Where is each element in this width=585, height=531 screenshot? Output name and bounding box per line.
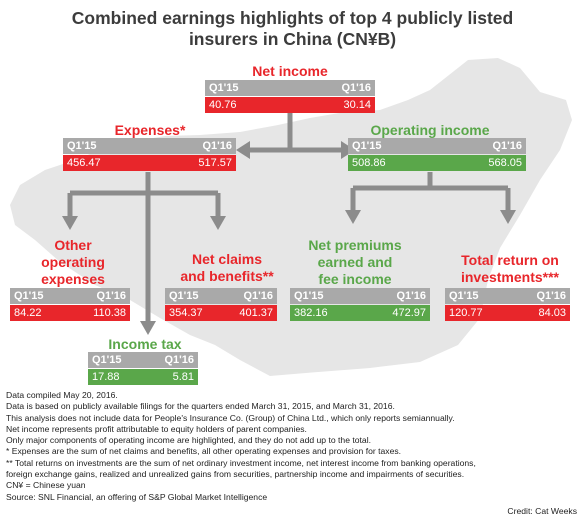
total-return-header: Q1'15 Q1'16 <box>445 288 570 304</box>
expenses-q115: 456.47 <box>67 157 101 169</box>
other-expenses-values: 84.22 110.38 <box>10 305 130 321</box>
operating-income-box: Q1'15 Q1'16 508.86 568.05 <box>348 138 526 171</box>
operating-income-q115: 508.86 <box>352 157 386 169</box>
total-return-line-2: investments*** <box>460 269 560 285</box>
expenses-header: Q1'15 Q1'16 <box>63 138 236 154</box>
operating-income-label: Operating income <box>370 122 490 138</box>
net-income-q116: 30.14 <box>343 99 371 111</box>
col-q115: Q1'15 <box>294 290 324 302</box>
credit-text: Credit: Cat Weeks <box>507 506 577 516</box>
col-q115: Q1'15 <box>209 82 239 94</box>
other-expenses-header: Q1'15 Q1'16 <box>10 288 130 304</box>
other-expenses-line-2: operating <box>41 254 105 270</box>
col-q116: Q1'16 <box>536 290 566 302</box>
col-q115: Q1'15 <box>67 140 97 152</box>
footnotes: Data compiled May 20, 2016. Data is base… <box>6 390 581 503</box>
note-line: Source: SNL Financial, an offering of S&… <box>6 491 268 502</box>
title-line-1: Combined earnings highlights of top 4 pu… <box>71 8 514 28</box>
net-premiums-q115: 382.16 <box>294 307 328 319</box>
net-income-box: Q1'15 Q1'16 40.76 30.14 <box>205 80 375 113</box>
other-expenses-line-1: Other <box>54 237 92 253</box>
total-return-label: Total return on investments*** <box>445 252 575 286</box>
net-claims-line-2: and benefits** <box>180 268 274 284</box>
col-q116: Q1'16 <box>164 354 194 366</box>
col-q115: Q1'15 <box>352 140 382 152</box>
operating-income-values: 508.86 568.05 <box>348 155 526 171</box>
col-q115: Q1'15 <box>449 290 479 302</box>
income-tax-q116: 5.81 <box>172 371 194 383</box>
col-q116: Q1'16 <box>396 290 426 302</box>
note-line: This analysis does not include data for … <box>6 412 455 423</box>
chart-title: Combined earnings highlights of top 4 pu… <box>0 8 585 50</box>
net-claims-q116: 401.37 <box>239 307 273 319</box>
net-premiums-line-1: Net premiums <box>308 237 402 253</box>
note-line: ** Total returns on investments are the … <box>6 457 476 468</box>
expenses-values: 456.47 517.57 <box>63 155 236 171</box>
net-claims-line-1: Net claims <box>191 251 263 267</box>
net-claims-values: 354.37 401.37 <box>165 305 277 321</box>
net-premiums-values: 382.16 472.97 <box>290 305 430 321</box>
expenses-box: Q1'15 Q1'16 456.47 517.57 <box>63 138 236 171</box>
note-line: Data is based on publicly available fili… <box>6 401 395 412</box>
net-premiums-line-3: fee income <box>318 271 392 287</box>
col-q115: Q1'15 <box>92 354 122 366</box>
income-tax-values: 17.88 5.81 <box>88 369 198 385</box>
total-return-values: 120.77 84.03 <box>445 305 570 321</box>
note-line: Net income represents profit attributabl… <box>6 423 307 434</box>
expenses-label: Expenses* <box>114 122 186 138</box>
other-expenses-q115: 84.22 <box>14 307 42 319</box>
net-premiums-q116: 472.97 <box>392 307 426 319</box>
income-tax-header: Q1'15 Q1'16 <box>88 352 198 368</box>
income-tax-box: Q1'15 Q1'16 17.88 5.81 <box>88 352 198 385</box>
net-income-values: 40.76 30.14 <box>205 97 375 113</box>
col-q115: Q1'15 <box>169 290 199 302</box>
col-q116: Q1'16 <box>96 290 126 302</box>
expenses-q116: 517.57 <box>198 157 232 169</box>
col-q116: Q1'16 <box>341 82 371 94</box>
col-q116: Q1'16 <box>243 290 273 302</box>
note-line: Only major components of operating incom… <box>6 435 371 446</box>
net-income-label: Net income <box>252 63 328 79</box>
other-expenses-q116: 110.38 <box>93 307 126 319</box>
col-q116: Q1'16 <box>492 140 522 152</box>
net-claims-label: Net claims and benefits** <box>162 251 292 285</box>
col-q116: Q1'16 <box>202 140 232 152</box>
net-claims-box: Q1'15 Q1'16 354.37 401.37 <box>165 288 277 321</box>
net-premiums-label: Net premiums earned and fee income <box>290 237 420 288</box>
operating-income-q116: 568.05 <box>488 157 522 169</box>
net-claims-header: Q1'15 Q1'16 <box>165 288 277 304</box>
other-expenses-line-3: expenses <box>41 271 105 287</box>
net-premiums-box: Q1'15 Q1'16 382.16 472.97 <box>290 288 430 321</box>
other-expenses-box: Q1'15 Q1'16 84.22 110.38 <box>10 288 130 321</box>
income-tax-label: Income tax <box>108 336 182 352</box>
net-claims-q115: 354.37 <box>169 307 203 319</box>
total-return-q115: 120.77 <box>449 307 483 319</box>
total-return-q116: 84.03 <box>538 307 566 319</box>
total-return-line-1: Total return on <box>461 252 559 268</box>
total-return-box: Q1'15 Q1'16 120.77 84.03 <box>445 288 570 321</box>
note-line: * Expenses are the sum of net claims and… <box>6 446 402 457</box>
other-expenses-label: Other operating expenses <box>18 237 128 288</box>
net-income-q115: 40.76 <box>209 99 237 111</box>
note-line: Data compiled May 20, 2016. <box>6 390 118 400</box>
net-premiums-line-2: earned and <box>317 254 393 270</box>
operating-income-header: Q1'15 Q1'16 <box>348 138 526 154</box>
net-income-header: Q1'15 Q1'16 <box>205 80 375 96</box>
income-tax-q115: 17.88 <box>92 371 120 383</box>
net-premiums-header: Q1'15 Q1'16 <box>290 288 430 304</box>
title-line-2: insurers in China (CN¥B) <box>188 29 397 49</box>
col-q115: Q1'15 <box>14 290 44 302</box>
note-line: foreign exchange gains, realized and unr… <box>6 469 465 480</box>
note-line: CN¥ = Chinese yuan <box>6 480 86 491</box>
